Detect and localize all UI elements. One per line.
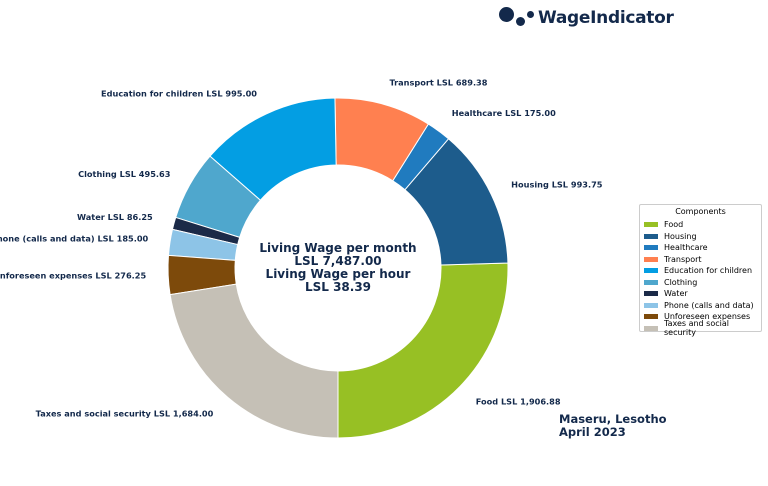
slice-label-healthcare: Healthcare LSL 175.00: [452, 108, 556, 118]
legend-item-education-for-children: Education for children: [644, 265, 757, 277]
legend-label: Taxes and social security: [664, 319, 729, 338]
slice-label-transport: Transport LSL 689.38: [389, 78, 487, 88]
legend-swatch: [644, 314, 658, 320]
location-date: April 2023: [559, 425, 626, 439]
legend-swatch: [644, 325, 658, 331]
slice-label-water: Water LSL 86.25: [77, 212, 153, 222]
legend-item-clothing: Clothing: [644, 277, 757, 289]
center-line-1: Living Wage per month: [259, 241, 416, 255]
slice-label-taxes-and-social-security: Taxes and social security LSL 1,684.00: [36, 409, 214, 419]
legend-items: Food Housing Healthcare Transport Education …: [644, 219, 757, 337]
legend-item-healthcare: Healthcare: [644, 242, 757, 254]
legend-label: Clothing: [664, 277, 698, 287]
legend-label: Phone (calls and data): [664, 300, 754, 310]
slice-label-education-for-children: Education for children LSL 995.00: [101, 88, 257, 98]
donut-slices: [167, 97, 509, 439]
legend-item-taxes-and-social-security: Taxes and social security: [644, 319, 757, 337]
legend-label: Housing: [664, 231, 697, 241]
logo-dots-icon: [498, 5, 538, 31]
slice-label-food: Food LSL 1,906.88: [476, 396, 561, 406]
legend-label: Healthcare: [664, 243, 708, 253]
legend-swatch: [644, 279, 658, 285]
legend-swatch: [644, 233, 658, 239]
legend-item-phone-calls-and-data: Phone (calls and data): [644, 300, 757, 312]
legend-title: Components: [675, 207, 726, 216]
legend-swatch: [644, 222, 658, 228]
slice-taxes-and-social-security: [169, 283, 339, 439]
legend-swatch: [644, 302, 658, 308]
legend-item-unforeseen-expenses: Unforeseen expenses: [644, 311, 757, 323]
slice-food: [337, 262, 509, 439]
legend-label: Education for children: [664, 266, 753, 276]
legend-label: Unforeseen expenses: [664, 312, 751, 322]
slice-label-phone-calls-and-data: Phone (calls and data) LSL 185.00: [0, 233, 149, 243]
wageindicator-logo: WageIndicator: [498, 5, 674, 31]
legend-item-water: Water: [644, 288, 757, 300]
slice-label-housing: Housing LSL 993.75: [511, 180, 603, 190]
legend-swatch: [644, 268, 658, 274]
location-block: Maseru, Lesotho April 2023: [559, 413, 667, 439]
legend-label: Food: [664, 220, 684, 230]
legend-swatch: [644, 256, 658, 262]
legend: Components Food Housing Healthcare Transpor…: [639, 204, 762, 337]
center-line-3: Living Wage per hour: [266, 267, 411, 281]
legend-swatch: [644, 291, 658, 297]
legend-item-housing: Housing: [644, 231, 757, 243]
legend-swatch: [644, 245, 658, 251]
center-line-2: LSL 7,487.00: [294, 254, 381, 268]
center-line-4: LSL 38.39: [305, 280, 371, 294]
slice-labels: Food LSL 1,906.88 Housing LSL 993.75 Healt…: [0, 78, 603, 419]
legend-item-food: Food: [644, 219, 757, 231]
location-place: Maseru, Lesotho: [559, 412, 667, 426]
legend-item-transport: Transport: [644, 254, 757, 266]
slice-label-clothing: Clothing LSL 495.63: [78, 169, 171, 179]
legend-label: Transport: [664, 254, 702, 264]
legend-label: Water: [664, 289, 688, 299]
slice-label-unforeseen-expenses: Unforeseen expenses LSL 276.25: [0, 270, 146, 280]
brand-name: WageIndicator: [538, 8, 674, 28]
